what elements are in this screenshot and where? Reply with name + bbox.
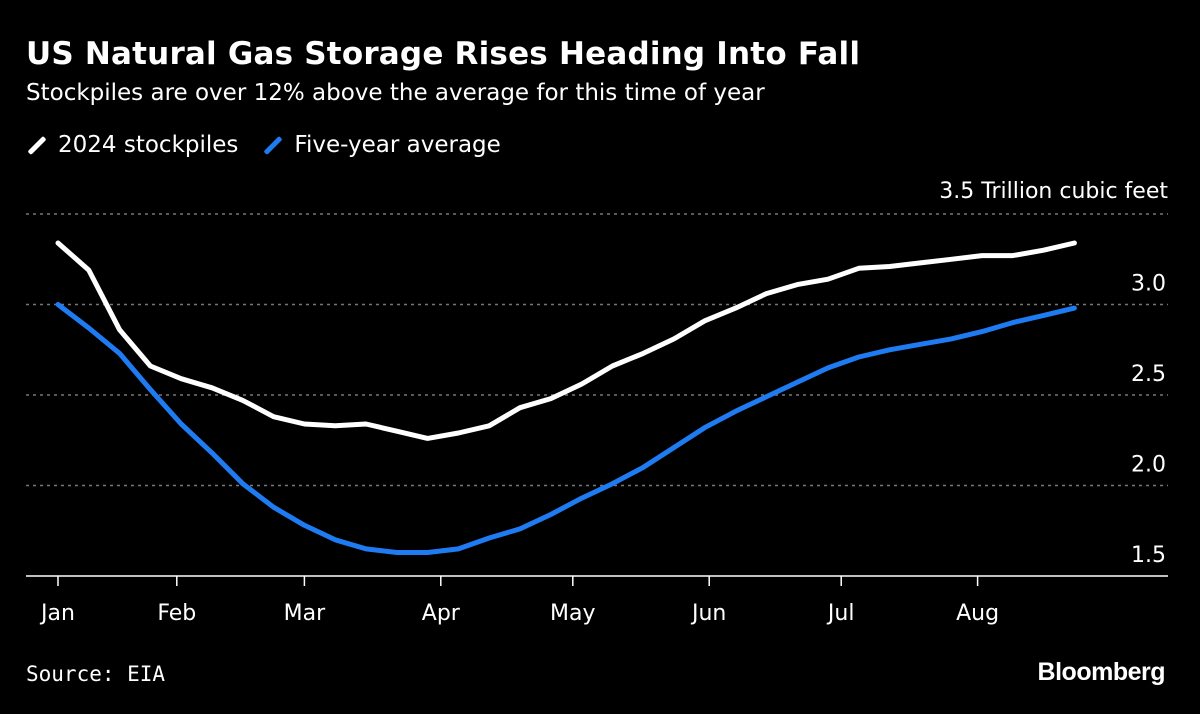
series-line-five-year-average <box>55 302 1077 555</box>
x-tick-label: Aug <box>956 601 999 626</box>
x-tick-label: Mar <box>284 601 326 626</box>
x-tick-label: Jan <box>39 601 75 626</box>
legend-item-average: Five-year average <box>262 132 501 158</box>
y-tick-label: 2.5 <box>1131 362 1166 387</box>
x-tick-label: Apr <box>422 601 461 626</box>
x-tick-label: May <box>550 601 595 626</box>
series-line-2024-stockpiles <box>55 240 1077 441</box>
x-tick-label: Jul <box>826 601 855 626</box>
bloomberg-logo: Bloomberg <box>1037 658 1166 686</box>
x-tick-label: Feb <box>157 601 196 626</box>
legend-label: Five-year average <box>294 132 501 158</box>
x-tick-label: Jun <box>690 601 726 626</box>
y-axis-unit-label: 3.5 Trillion cubic feet <box>939 179 1168 204</box>
source-note: Source: EIA <box>26 662 166 686</box>
y-tick-label: 1.5 <box>1131 543 1166 568</box>
chart-subtitle: Stockpiles are over 12% above the averag… <box>26 80 765 106</box>
legend-label: 2024 stockpiles <box>58 132 239 158</box>
legend-item-2024: 2024 stockpiles <box>26 132 238 158</box>
legend: 2024 stockpiles Five-year average <box>26 132 501 158</box>
y-tick-label: 2.0 <box>1131 453 1166 478</box>
y-tick-label: 3.0 <box>1131 272 1166 297</box>
chart-title: US Natural Gas Storage Rises Heading Int… <box>26 36 861 72</box>
